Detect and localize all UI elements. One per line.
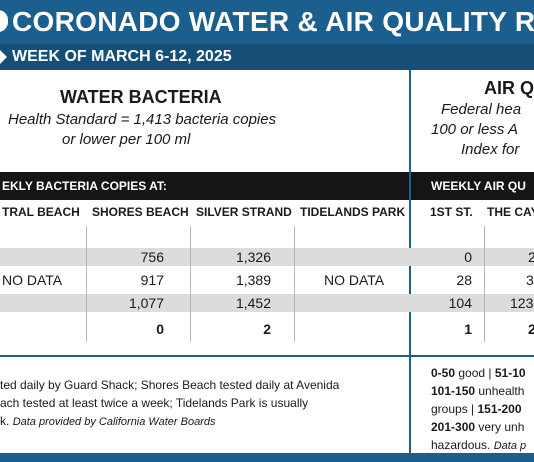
footnote-source: Data provided by California Water Boards bbox=[12, 416, 216, 428]
table-cell: 1,326 bbox=[235, 249, 271, 265]
legend-text: good | bbox=[455, 366, 495, 380]
air-standard-line: Federal hea bbox=[441, 101, 522, 118]
legend-range: 201-300 bbox=[431, 420, 476, 434]
legend-line: hazardous. Data p bbox=[431, 436, 534, 455]
water-standard-line: or lower per 100 ml bbox=[62, 131, 191, 148]
page-title: CORONADO WATER & AIR QUALITY R bbox=[12, 6, 534, 37]
water-footnote: ted daily by Guard Shack; Shores Beach t… bbox=[0, 376, 405, 431]
column-header: TIDELANDS PARK bbox=[300, 205, 406, 219]
table-cell: 28 bbox=[456, 272, 472, 288]
legend-range: 0-50 bbox=[431, 366, 456, 380]
air-legend: 0-50 good | 51-10 101-150 unhealth group… bbox=[431, 364, 534, 455]
footnote-text: k. bbox=[0, 414, 10, 428]
legend-source: Data p bbox=[493, 440, 527, 452]
table-cell: 1,077 bbox=[128, 295, 164, 311]
legend-range: 51-10 bbox=[494, 366, 526, 380]
legend-text: hazardous. bbox=[431, 438, 491, 452]
section-rule bbox=[0, 355, 534, 357]
table-row: 0 2 1 2 bbox=[0, 320, 534, 338]
column-rule bbox=[294, 226, 295, 342]
table-row: NO DATA 917 1,389 NO DATA 28 3 bbox=[0, 271, 534, 289]
water-standard-line: Health Standard = 1,413 bacteria copies bbox=[8, 111, 277, 128]
air-standard-line: 100 or less A bbox=[431, 121, 518, 138]
legend-text: groups | bbox=[431, 402, 478, 416]
air-standard-line: Index for bbox=[461, 141, 520, 158]
table-cell: 1,452 bbox=[235, 295, 271, 311]
legend-text: unhealth bbox=[475, 384, 525, 398]
column-rule bbox=[190, 226, 191, 342]
column-header: THE CAY bbox=[487, 205, 534, 219]
column-header: TRAL BEACH bbox=[2, 205, 80, 219]
water-heading: WATER BACTERIA bbox=[60, 87, 222, 107]
table-cell: 1 bbox=[464, 321, 472, 337]
table-cell: 756 bbox=[140, 249, 164, 265]
water-standard: Health Standard = 1,413 bacteria copies … bbox=[8, 110, 276, 150]
legend-range: 101-150 bbox=[431, 384, 476, 398]
table-cell: NO DATA bbox=[2, 272, 63, 288]
legend-line: 0-50 good | 51-10 bbox=[431, 364, 534, 382]
column-rule bbox=[86, 226, 87, 342]
banner-tab-icon bbox=[0, 10, 8, 32]
column-rule bbox=[484, 226, 485, 342]
table-row-shade bbox=[0, 248, 534, 266]
column-header: 1ST ST. bbox=[430, 205, 473, 219]
panel-divider bbox=[409, 70, 411, 462]
week-label: WEEK OF MARCH 6-12, 2025 bbox=[12, 48, 232, 65]
table-row: 756 1,326 0 2 bbox=[0, 248, 534, 266]
table-cell: 2 bbox=[528, 321, 534, 337]
title-banner: CORONADO WATER & AIR QUALITY R bbox=[0, 0, 534, 44]
table-cell: NO DATA bbox=[324, 272, 385, 288]
column-header: SHORES BEACH bbox=[92, 205, 189, 219]
table-cell: 3 bbox=[526, 272, 534, 288]
table-cell: 104 bbox=[448, 295, 472, 311]
footnote-line: ach tested at least twice a week; Tidela… bbox=[0, 396, 309, 410]
table-cell: 1,389 bbox=[235, 272, 271, 288]
table-cell: 123 bbox=[510, 295, 534, 311]
legend-line: 101-150 unhealth bbox=[431, 382, 534, 400]
table-cell: 2 bbox=[528, 249, 534, 265]
water-table-bar: EKLY BACTERIA COPIES AT: bbox=[0, 172, 409, 200]
air-standard: Federal hea 100 or less A Index for bbox=[431, 100, 522, 160]
legend-line: groups | 151-200 bbox=[431, 400, 534, 418]
table-cell: 2 bbox=[263, 321, 271, 337]
footnote-line: k. Data provided by California Water Boa… bbox=[0, 412, 405, 431]
air-bar-label: WEEKLY AIR QU bbox=[431, 179, 526, 193]
table-row-shade bbox=[0, 294, 534, 312]
week-banner: WEEK OF MARCH 6-12, 2025 bbox=[0, 44, 534, 70]
table-cell: 0 bbox=[464, 249, 472, 265]
bottom-rule bbox=[0, 453, 534, 462]
footnote-line: ted daily by Guard Shack; Shores Beach t… bbox=[0, 378, 340, 392]
air-heading: AIR Q bbox=[484, 78, 534, 98]
table-row: 1,077 1,452 104 123 bbox=[0, 294, 534, 312]
column-header: SILVER STRAND bbox=[196, 205, 292, 219]
water-bar-label: EKLY BACTERIA COPIES AT: bbox=[2, 179, 167, 193]
legend-text: very unh bbox=[475, 420, 525, 434]
table-cell: 0 bbox=[156, 321, 164, 337]
legend-line: 201-300 very unh bbox=[431, 418, 534, 436]
legend-range: 151-200 bbox=[477, 402, 522, 416]
arrow-right-icon bbox=[0, 50, 7, 64]
air-table-bar: WEEKLY AIR QU bbox=[411, 172, 534, 200]
table-cell: 917 bbox=[140, 272, 164, 288]
